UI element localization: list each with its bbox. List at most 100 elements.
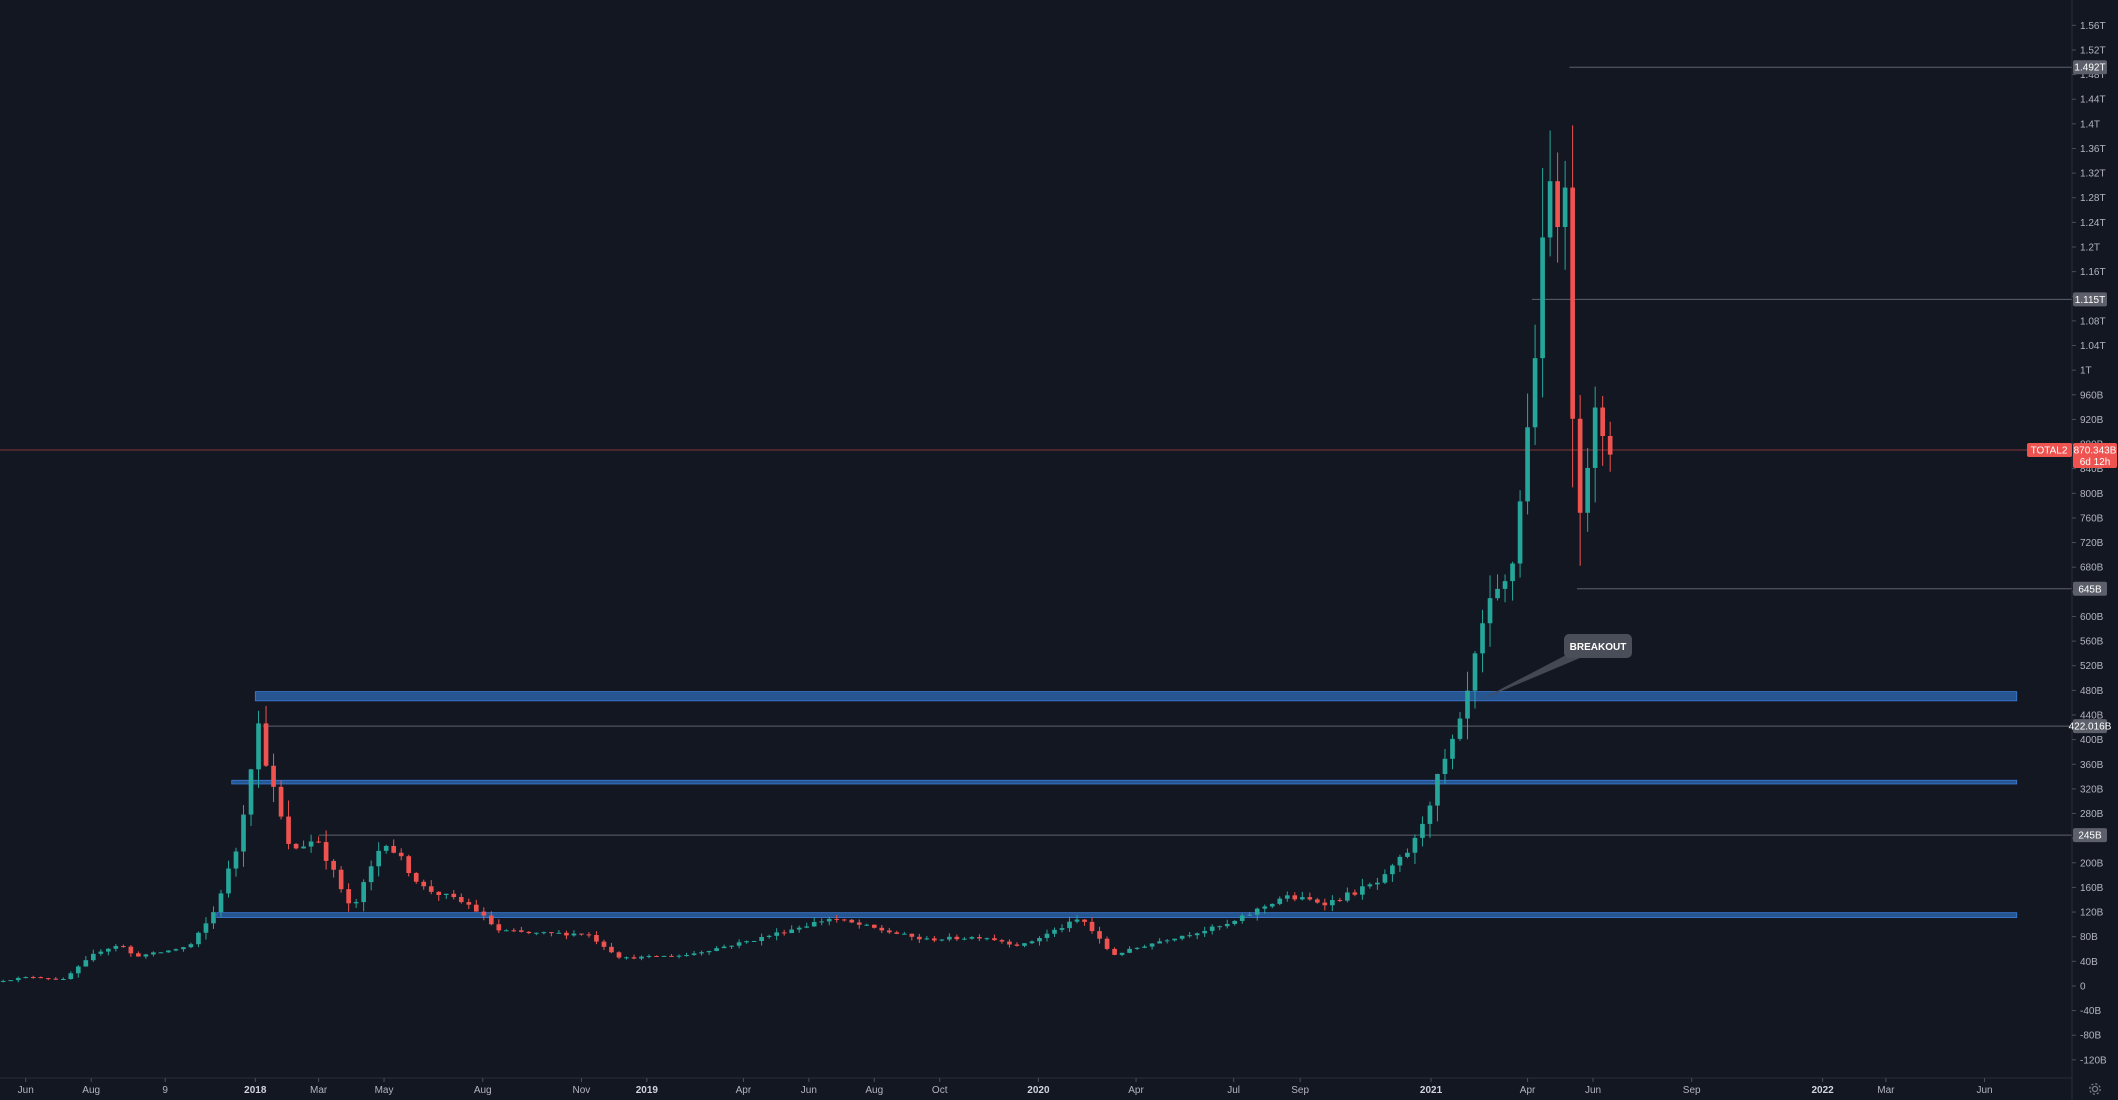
- candle-133: [999, 938, 1005, 944]
- support-zone-2: [216, 912, 2018, 918]
- candle-182: [1367, 882, 1373, 889]
- candle-body: [691, 953, 697, 956]
- candle-174: [1307, 892, 1313, 901]
- candle-body: [45, 978, 51, 980]
- time-tick-label: 2018: [244, 1085, 267, 1096]
- candle-body: [796, 927, 802, 930]
- candle-body: [15, 977, 21, 981]
- time-tick-label: Oct: [932, 1085, 948, 1096]
- candle-body: [1202, 930, 1208, 934]
- candle-body: [1179, 935, 1185, 939]
- price-tick-label: 1.04T: [2080, 341, 2106, 352]
- candle-body: [1052, 929, 1057, 934]
- candle-body: [744, 941, 749, 943]
- candle-91: [684, 952, 689, 957]
- candle-134: [1007, 939, 1012, 948]
- candle-212: [1592, 386, 1598, 503]
- candle-body: [1540, 237, 1545, 359]
- candle-191: [1435, 773, 1440, 822]
- candle-54: [406, 854, 412, 877]
- candle-196: [1472, 651, 1478, 709]
- price-tick-label: 400B: [2080, 735, 2104, 746]
- candle-body: [586, 934, 592, 936]
- annotation-label: BREAKOUT: [1570, 642, 1627, 653]
- time-tick-label: 2020: [1027, 1085, 1050, 1096]
- candle-body: [1562, 187, 1568, 228]
- candle-body: [1194, 933, 1200, 936]
- price-tick-label: 1.28T: [2080, 193, 2106, 204]
- candle-35: [263, 705, 269, 767]
- candle-body: [203, 923, 209, 933]
- candle-body: [1502, 581, 1508, 589]
- candle-200: [1502, 574, 1508, 603]
- candle-193: [1450, 734, 1455, 770]
- candle-body: [196, 932, 201, 945]
- candle-142: [1067, 916, 1072, 932]
- candle-107: [804, 922, 810, 929]
- candle-125: [939, 939, 945, 942]
- candle-172: [1292, 892, 1298, 902]
- candle-body: [639, 956, 644, 959]
- price-tick-label: 800B: [2080, 489, 2104, 500]
- time-tick-label: May: [375, 1085, 394, 1096]
- candle-40: [301, 840, 306, 849]
- candle-body: [1082, 919, 1087, 922]
- candle-body: [999, 940, 1005, 942]
- candle-body: [549, 932, 554, 934]
- level-tag-0: [2073, 60, 2107, 75]
- candle-body: [481, 911, 487, 916]
- candle-135: [1014, 942, 1020, 947]
- candle-96: [721, 944, 727, 949]
- candle-0: [0, 979, 6, 983]
- level-tag-label: 422.016B: [2069, 722, 2112, 733]
- candle-39: [293, 843, 299, 850]
- candle-body: [106, 948, 111, 952]
- candle-10: [75, 965, 81, 978]
- candle-body: [917, 936, 922, 940]
- candle-body: [1149, 943, 1155, 947]
- candle-109: [819, 918, 825, 926]
- candle-211: [1585, 447, 1590, 532]
- candle-155: [1164, 938, 1170, 944]
- candle-body: [451, 893, 457, 898]
- candle-170: [1277, 896, 1283, 906]
- candle-body: [1239, 915, 1245, 921]
- price-tick-label: 520B: [2080, 661, 2104, 672]
- candle-106: [796, 925, 802, 933]
- candle-body: [1089, 921, 1095, 932]
- candle-body: [774, 932, 779, 936]
- candle-46: [346, 883, 351, 912]
- candle-body: [488, 915, 494, 925]
- candle-202: [1517, 490, 1523, 578]
- time-tick-label: 9: [162, 1085, 168, 1096]
- candle-90: [676, 954, 682, 959]
- candle-98: [736, 939, 742, 949]
- candle-139: [1044, 929, 1050, 942]
- candle-body: [1345, 892, 1350, 901]
- time-axis[interactable]: Jun Aug 9 2018 Mar May Aug Nov 2019 Apr Jun Aug Oct 2…: [18, 1078, 1993, 1096]
- candle-body: [684, 955, 689, 957]
- candle-118: [886, 927, 892, 934]
- settings-button[interactable]: [2089, 1083, 2101, 1095]
- candle-body: [128, 946, 134, 954]
- candle-body: [301, 846, 306, 849]
- support-zone-1: [231, 779, 2018, 785]
- candle-body: [504, 930, 509, 932]
- candle-43: [323, 830, 329, 870]
- candle-205: [1540, 167, 1545, 398]
- candle-181: [1360, 878, 1365, 900]
- price-tick-label: 360B: [2080, 760, 2104, 771]
- candle-162: [1217, 925, 1223, 931]
- candle-body: [421, 881, 427, 887]
- candle-70: [526, 931, 532, 935]
- candle-body: [759, 936, 764, 941]
- time-tick-label: 2019: [636, 1085, 659, 1096]
- candle-body: [924, 938, 930, 940]
- price-axis[interactable]: 1.56T 1.52T 1.48T 1.44T 1.4T 1.36T 1.32T 1.28T 1…: [2072, 21, 2107, 1067]
- time-tick-label: Apr: [1128, 1085, 1144, 1096]
- candle-64: [481, 907, 487, 921]
- candle-body: [556, 932, 562, 934]
- candle-body: [1592, 407, 1598, 468]
- candle-86: [646, 954, 652, 959]
